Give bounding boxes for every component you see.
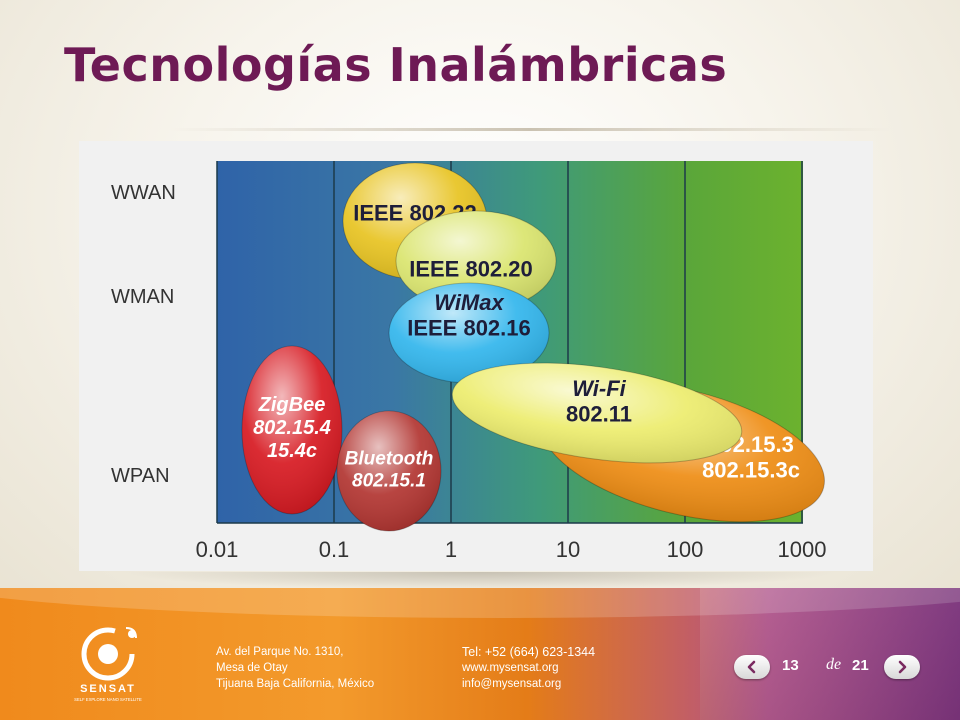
row-labels: WWAN WMAN WPAN bbox=[111, 182, 176, 487]
row-label: WPAN bbox=[111, 465, 170, 487]
x-tick-label: 0.01 bbox=[196, 537, 239, 562]
page-separator: de bbox=[826, 656, 842, 673]
ellipse-gloss bbox=[337, 411, 441, 531]
total-pages: 21 bbox=[852, 657, 869, 674]
x-tick-label: 100 bbox=[667, 537, 704, 562]
address-line: Av. del Parque No. 1310, bbox=[216, 646, 344, 658]
x-tick-label: 1000 bbox=[778, 537, 827, 562]
logo-text: SENSAT bbox=[80, 683, 136, 695]
contact-website[interactable]: www.mysensat.org bbox=[462, 662, 559, 674]
ellipse-label: 802.11 bbox=[566, 401, 632, 426]
ellipse-label: IEEE 802.16 bbox=[407, 315, 531, 340]
sensat-logo: SENSAT SELF EXPLORE NANO SATELLITE bbox=[74, 627, 142, 702]
slide-title: Tecnologías Inalámbricas bbox=[64, 38, 728, 92]
row-label: WWAN bbox=[111, 182, 176, 204]
footer-address: Av. del Parque No. 1310, Mesa de Otay Ti… bbox=[216, 644, 374, 692]
ellipse-label: Bluetooth bbox=[345, 449, 434, 470]
next-slide-button[interactable] bbox=[884, 655, 920, 679]
ellipse-label: 802.15.4 bbox=[253, 417, 331, 439]
wireless-technologies-diagram: WWAN WMAN WPAN 0.01 0.1 1 10 100 1000 IEEE 802.… bbox=[79, 141, 873, 571]
ellipse-label: ZigBee bbox=[258, 394, 326, 416]
x-axis-ticks: 0.01 0.1 1 10 100 1000 bbox=[196, 537, 827, 562]
x-tick-label: 1 bbox=[445, 537, 457, 562]
contact-phone: Tel: +52 (664) 623-1344 bbox=[462, 645, 596, 659]
x-tick-label: 0.1 bbox=[319, 537, 350, 562]
ellipse-gloss bbox=[389, 283, 549, 383]
row-label: WMAN bbox=[111, 286, 174, 308]
ellipse-label: 802.15.3c bbox=[702, 457, 800, 482]
ellipse-gloss bbox=[242, 346, 342, 514]
ellipse-gloss bbox=[396, 211, 556, 311]
address-line: Mesa de Otay bbox=[216, 662, 288, 674]
logo-tagline: SELF EXPLORE NANO SATELLITE bbox=[74, 697, 142, 702]
previous-slide-button[interactable] bbox=[734, 655, 770, 679]
ellipse-label: 15.4c bbox=[267, 440, 317, 462]
x-tick-label: 10 bbox=[556, 537, 580, 562]
footer-panel bbox=[700, 588, 960, 720]
footer-contact: Tel: +52 (664) 623-1344 www.mysensat.org… bbox=[462, 644, 595, 692]
contact-email[interactable]: info@mysensat.org bbox=[462, 678, 562, 690]
address-line: Tijuana Baja California, México bbox=[216, 678, 375, 690]
title-divider bbox=[170, 128, 890, 131]
footer-bar: SENSAT SELF EXPLORE NANO SATELLITE Av. d… bbox=[0, 588, 960, 720]
ellipse-label: 802.15.1 bbox=[352, 471, 426, 492]
ellipse-label: Wi-Fi bbox=[572, 376, 626, 401]
ellipse-label: WiMax bbox=[434, 290, 504, 315]
chevron-left-icon bbox=[747, 660, 756, 674]
technology-ellipse: IEEE 802.20 bbox=[395, 210, 557, 312]
figure-shadow bbox=[120, 572, 840, 590]
ellipse-gloss bbox=[452, 363, 742, 463]
chevron-right-icon bbox=[898, 660, 907, 674]
current-page: 13 bbox=[782, 657, 799, 674]
ellipse-label: IEEE 802.20 bbox=[409, 257, 533, 282]
